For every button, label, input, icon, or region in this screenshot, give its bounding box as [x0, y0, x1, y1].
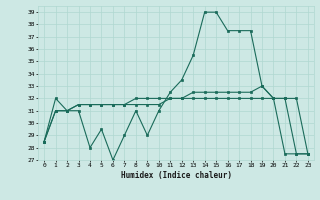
X-axis label: Humidex (Indice chaleur): Humidex (Indice chaleur) [121, 171, 231, 180]
